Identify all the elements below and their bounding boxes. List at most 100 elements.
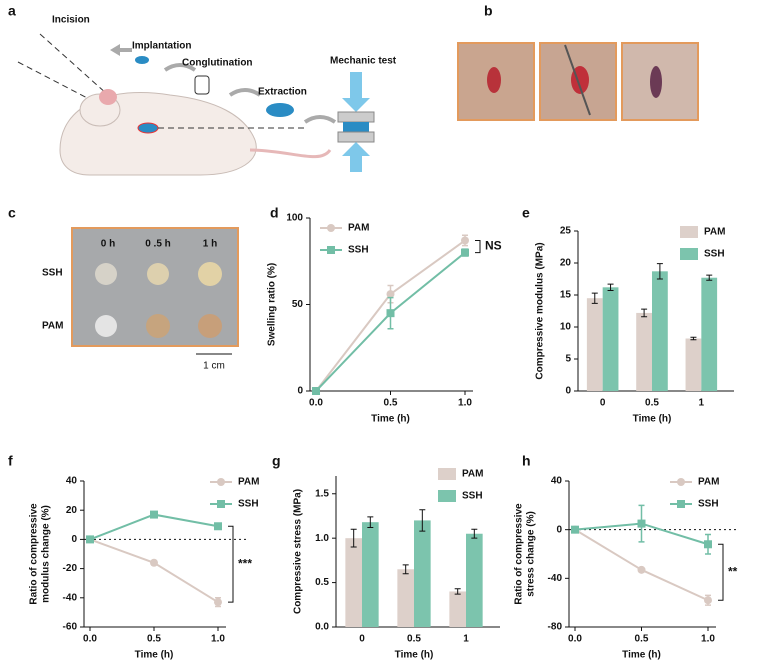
error-bar	[367, 516, 374, 529]
y-axis-label: modulus change (%)	[41, 505, 52, 603]
error-bar	[656, 263, 663, 280]
y-tick-label: -60	[63, 622, 78, 633]
wound	[487, 67, 501, 93]
column-label: 0 h	[101, 239, 115, 250]
point	[386, 309, 395, 318]
step-label: Implantation	[132, 41, 191, 52]
panel-label: g	[272, 453, 281, 469]
panel-label: e	[522, 205, 530, 221]
legend-marker	[677, 500, 685, 508]
legend-swatch	[438, 468, 456, 480]
error-bar	[641, 308, 648, 318]
tool	[564, 44, 591, 116]
press-arrow	[350, 156, 362, 172]
implant	[135, 56, 149, 64]
x-tick-label: 0.5	[407, 634, 421, 645]
x-tick-label: 0.0	[309, 398, 323, 409]
row-label: SSH	[42, 268, 63, 279]
x-tick-label: 1.0	[458, 398, 472, 409]
bar	[449, 591, 466, 627]
y-tick-label: 25	[560, 226, 572, 237]
sample	[147, 263, 169, 285]
press-arrow	[350, 72, 362, 98]
press-arrow	[342, 98, 370, 112]
legend-label: SSH	[238, 499, 259, 510]
photo-grid: c 0 h 0 .5 h 1 h SSH PAM 1 cm	[8, 205, 239, 372]
point	[704, 540, 712, 549]
row-label: PAM	[42, 321, 63, 332]
y-axis-label: Swelling ratio (%)	[267, 263, 278, 346]
chart: f -60 -40 -20 0 20 40 Ratio of compressive modul…	[8, 453, 259, 661]
x-tick-label: 0	[359, 634, 365, 645]
x-tick-label: 0.5	[384, 398, 398, 409]
y-tick-label: -40	[63, 592, 78, 603]
column-label: 1 h	[203, 239, 217, 250]
legend-label: SSH	[348, 245, 369, 256]
x-axis-label: Time (h)	[395, 650, 434, 661]
y-axis-label: Compressive modulus (MPa)	[535, 242, 546, 379]
legend-swatch	[680, 248, 698, 260]
y-tick-label: 0	[556, 524, 562, 535]
x-tick-label: 0.0	[83, 634, 97, 645]
legend-marker	[217, 500, 225, 508]
y-axis-label: Ratio of compressive	[29, 503, 40, 605]
x-tick-label: 0.5	[645, 398, 659, 409]
sample	[198, 262, 222, 286]
step-label: Incision	[52, 15, 90, 26]
panel-label: c	[8, 205, 16, 221]
y-tick-label: 1.5	[315, 488, 329, 499]
error-bar	[454, 588, 461, 595]
y-tick-label: 0	[565, 386, 571, 397]
x-axis-label: Time (h)	[371, 414, 410, 425]
legend-label: PAM	[348, 223, 369, 234]
point	[461, 248, 469, 257]
panel-label: d	[270, 205, 279, 221]
x-axis-label: Time (h)	[135, 650, 174, 661]
scale-bar-label: 1 cm	[203, 361, 225, 372]
annotation: NS	[485, 239, 502, 253]
chart: d 0 50 100 Swelling ratio (%) Time (h) 0.0 0.5 1…	[267, 205, 502, 425]
annotation: **	[728, 564, 738, 578]
x-tick-label: 0.0	[568, 634, 582, 645]
y-tick-label: 15	[560, 290, 572, 301]
bar	[466, 533, 483, 627]
x-tick-label: 0.5	[635, 634, 649, 645]
chart: h -80 -40 0 40 Ratio of compressive stress cha…	[514, 453, 738, 661]
mouse-ear	[99, 89, 117, 105]
bracket	[475, 239, 481, 254]
legend-label: PAM	[704, 227, 725, 238]
step-label: Mechanic test	[330, 56, 397, 67]
sample	[95, 263, 117, 285]
y-tick-label: 20	[66, 505, 78, 516]
legend-swatch	[438, 490, 456, 502]
arrow	[303, 115, 337, 124]
sample	[146, 314, 170, 338]
x-axis-label: Time (h)	[622, 650, 661, 661]
legend-marker	[677, 478, 685, 486]
point	[86, 535, 94, 544]
y-axis-label: Ratio of compressive	[514, 503, 525, 605]
legend-marker	[217, 478, 225, 486]
y-tick-label: 20	[560, 258, 572, 269]
y-axis-label: stress change (%)	[526, 511, 537, 597]
sample	[343, 122, 369, 132]
incision-line	[39, 33, 146, 129]
photos: b	[457, 3, 699, 121]
point	[571, 525, 579, 534]
error-bar	[690, 336, 697, 341]
legend-label: PAM	[238, 477, 259, 488]
legend-label: PAM	[462, 469, 483, 480]
y-tick-label: 0	[71, 534, 77, 545]
series-line	[89, 538, 219, 604]
bracket	[718, 543, 724, 601]
error-bar	[350, 528, 357, 548]
y-tick-label: 40	[551, 476, 563, 487]
y-tick-label: -20	[63, 563, 78, 574]
mouse-tail	[249, 148, 332, 159]
legend-marker	[327, 224, 335, 232]
point	[386, 290, 395, 299]
column-label: 0 .5 h	[145, 239, 171, 250]
y-tick-label: 50	[292, 299, 304, 310]
